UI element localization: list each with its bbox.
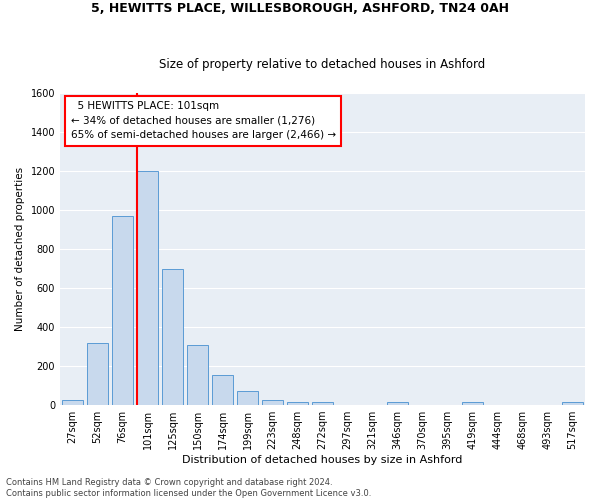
Bar (562, 402, 583, 405)
Bar (287, 402, 308, 405)
Text: 5, HEWITTS PLACE, WILLESBOROUGH, ASHFORD, TN24 0AH: 5, HEWITTS PLACE, WILLESBOROUGH, ASHFORD… (91, 2, 509, 16)
Title: Size of property relative to detached houses in Ashford: Size of property relative to detached ho… (160, 58, 485, 71)
Bar (62, 400, 83, 405)
Bar (237, 392, 258, 405)
Bar (137, 171, 158, 405)
Bar (187, 344, 208, 405)
Bar (387, 402, 408, 405)
X-axis label: Distribution of detached houses by size in Ashford: Distribution of detached houses by size … (182, 455, 463, 465)
Bar (162, 268, 183, 405)
Text: 5 HEWITTS PLACE: 101sqm
← 34% of detached houses are smaller (1,276)
65% of semi: 5 HEWITTS PLACE: 101sqm ← 34% of detache… (71, 101, 335, 140)
Bar (462, 402, 483, 405)
Y-axis label: Number of detached properties: Number of detached properties (15, 167, 25, 331)
Bar (87, 342, 108, 405)
Bar (112, 216, 133, 405)
Bar (262, 400, 283, 405)
Bar (312, 402, 333, 405)
Bar (212, 375, 233, 405)
Text: Contains HM Land Registry data © Crown copyright and database right 2024.
Contai: Contains HM Land Registry data © Crown c… (6, 478, 371, 498)
